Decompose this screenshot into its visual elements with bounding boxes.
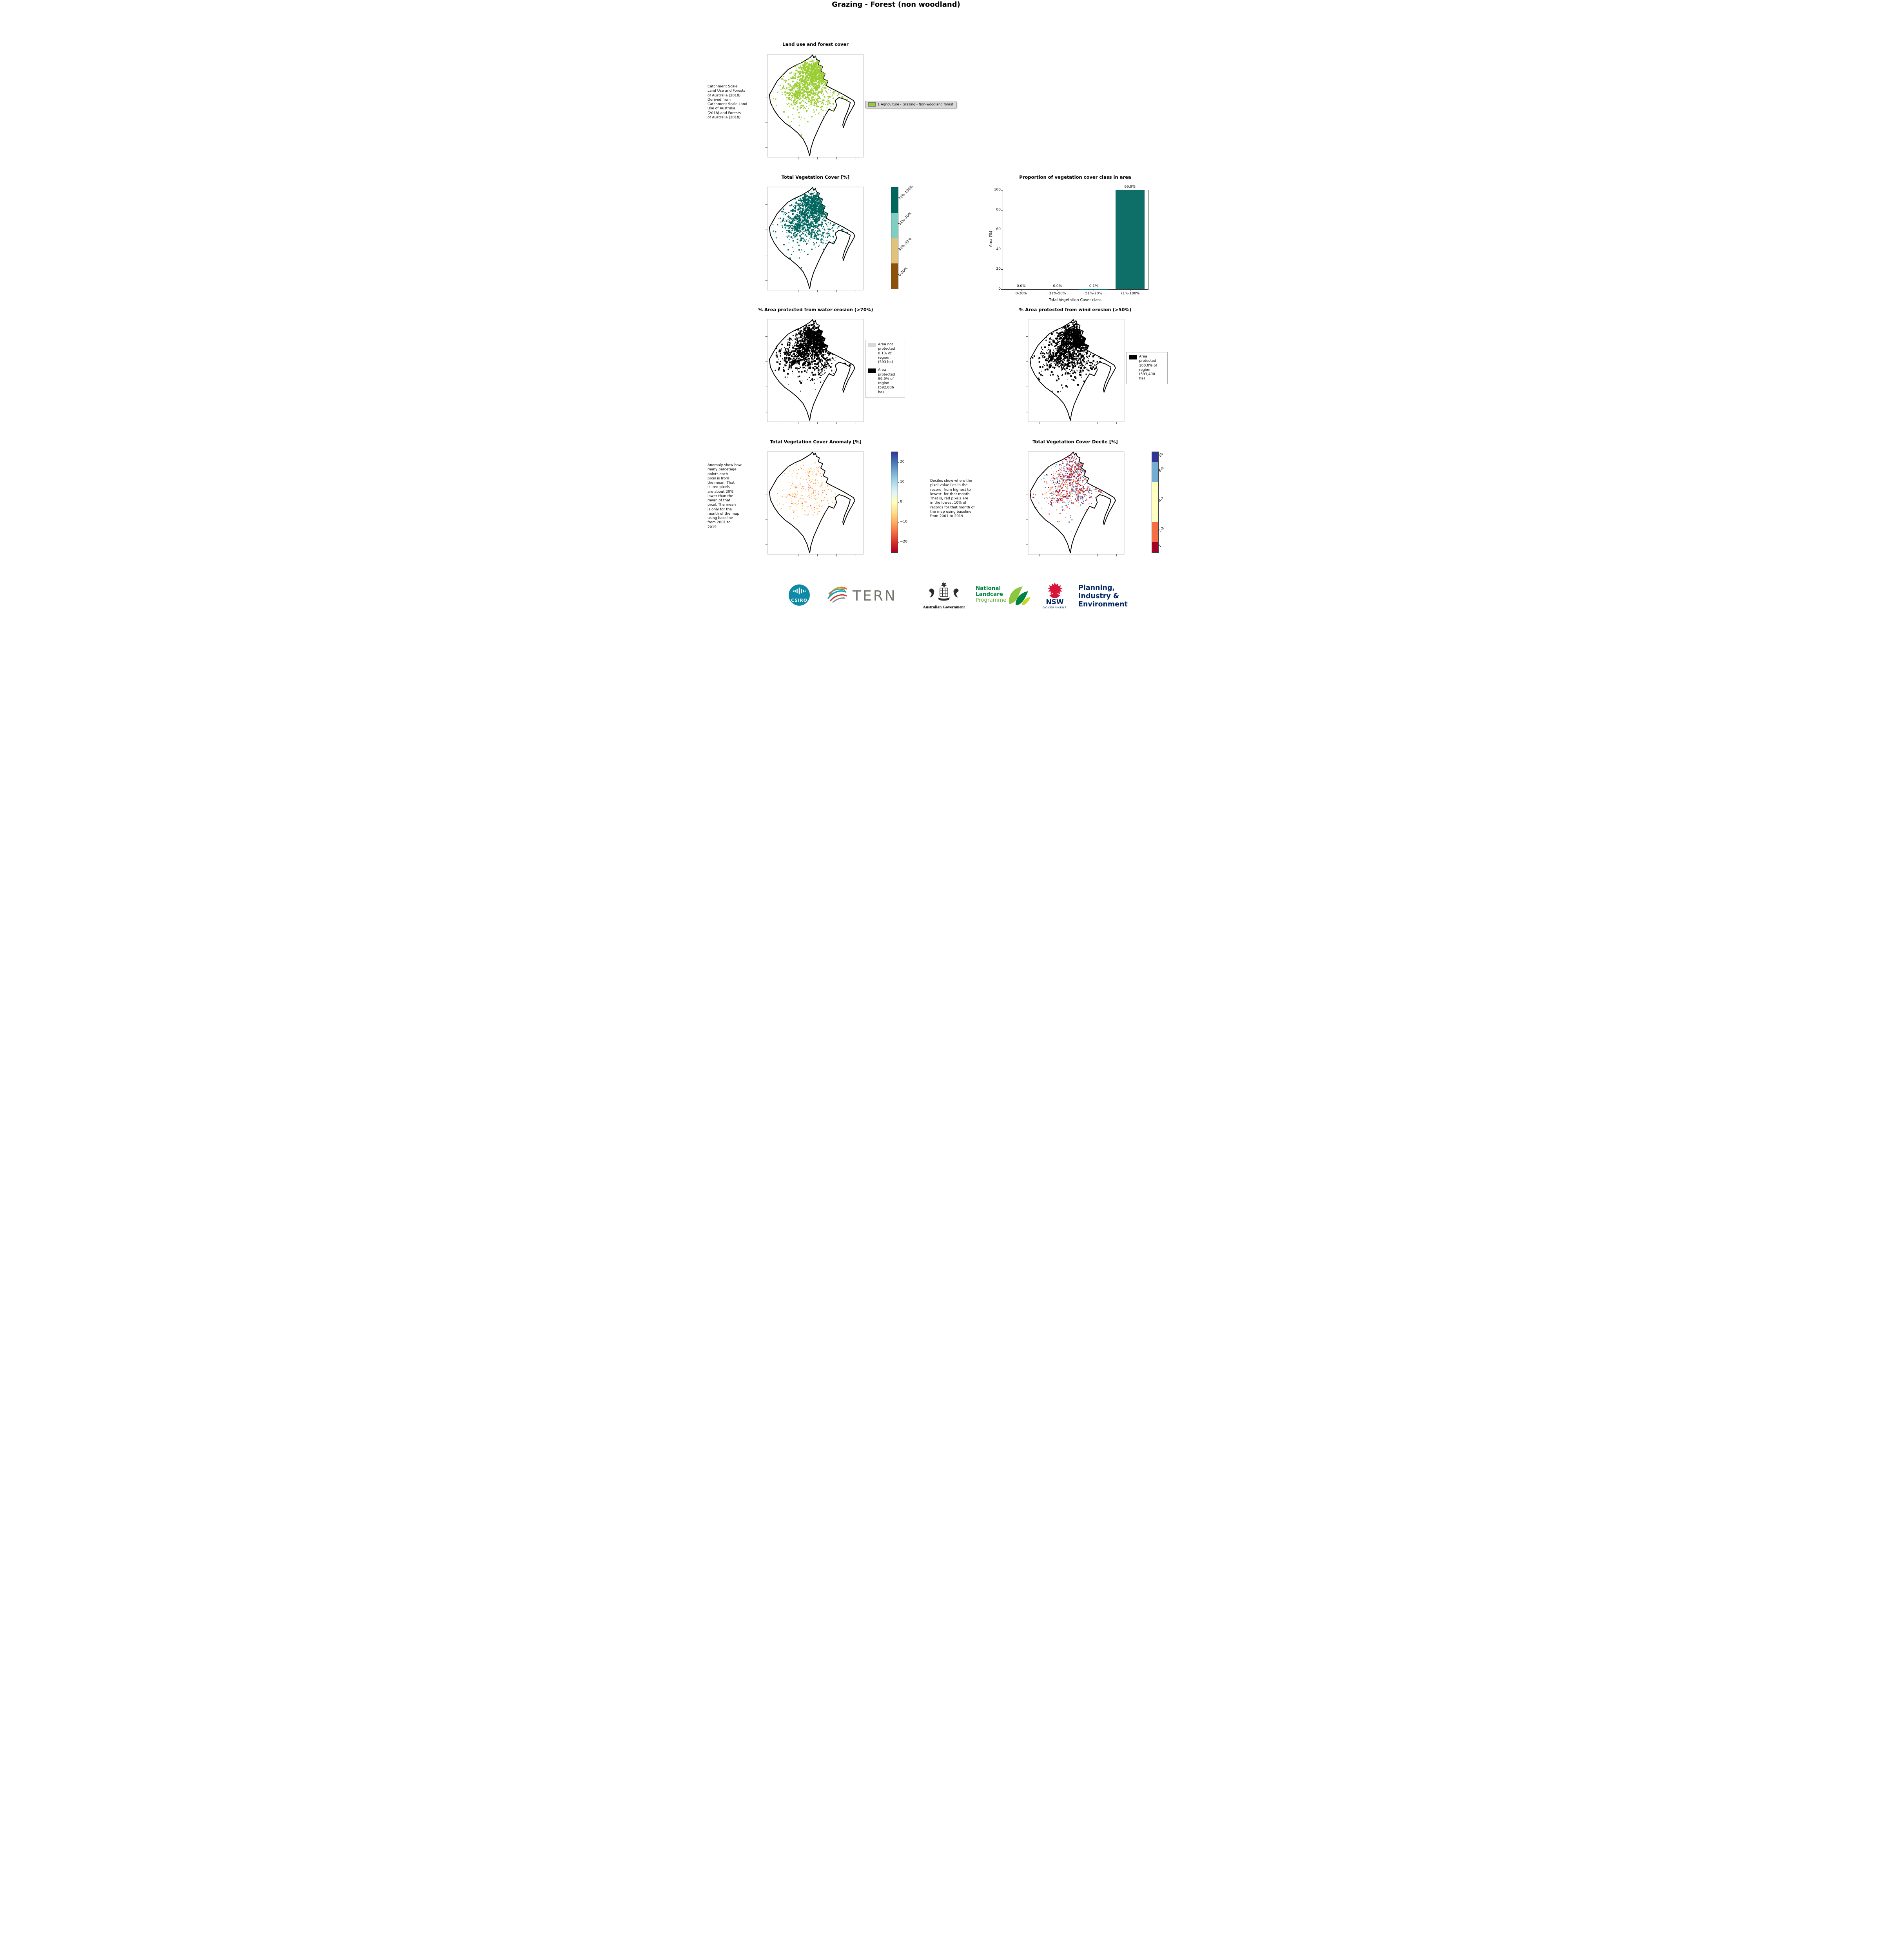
csiro-wave-icon bbox=[793, 587, 806, 595]
landuse-legend: 1 Agriculture - Grazing - Non-woodland f… bbox=[865, 101, 957, 108]
tern-australia-icon bbox=[827, 586, 847, 603]
anomaly-note: Anomaly show how many percetage points e… bbox=[708, 463, 742, 529]
australian-government-wordmark: Australian Government bbox=[923, 605, 965, 610]
landuse-legend-swatch bbox=[868, 102, 876, 107]
decile-panel-title: Total Vegetation Cover Decile [%] bbox=[1032, 439, 1118, 445]
landuse-map bbox=[765, 54, 864, 160]
anomaly-panel-title: Total Vegetation Cover Anomaly [%] bbox=[770, 439, 862, 445]
anomaly-map bbox=[765, 451, 864, 557]
wind-erosion-legend: Area protected 100.0% of region (593,400 ha) bbox=[1126, 352, 1168, 384]
tvc-map bbox=[765, 187, 864, 292]
landcare-wordmark: National Landcare Programme bbox=[976, 585, 1007, 604]
planning-industry-environment-wordmark: Planning, Industry & Environment bbox=[1078, 584, 1128, 609]
bar-chart-plot: 0 20 40 60 80 100 0.0% 0-30% 0.0% 31%-50% 0.1% 51%-… bbox=[994, 185, 1148, 296]
water-panel-title: % Area protected from water erosion (>70… bbox=[758, 307, 873, 312]
tvc-panel-title: Total Vegetation Cover [%] bbox=[781, 174, 850, 180]
landuse-panel-title: Land use and forest cover bbox=[782, 42, 849, 47]
csiro-logo: CSIRO bbox=[789, 584, 810, 606]
decile-note: Deciles show where the pixel value lies … bbox=[930, 479, 975, 518]
landcare-line3: Programme bbox=[976, 597, 1007, 604]
tvc-colorbar: 71%-100% 51%-70% 31%-50% 0-30% bbox=[891, 185, 914, 289]
landcare-line1: National bbox=[976, 585, 1001, 592]
decile-colorbar: 10 8-9 4-7 2-3 1 bbox=[1152, 452, 1165, 553]
tern-wordmark: TERN bbox=[852, 588, 897, 604]
wind-panel-title: % Area protected from wind erosion (>50%… bbox=[1019, 307, 1132, 312]
csiro-wordmark: CSIRO bbox=[791, 598, 807, 603]
nsw-waratah-icon bbox=[1047, 583, 1063, 598]
wind-erosion-map bbox=[1026, 319, 1125, 424]
pie-line2: Industry & bbox=[1078, 592, 1119, 600]
nsw-wordmark: NSW bbox=[1046, 598, 1064, 606]
page-title: Grazing - Forest (non woodland) bbox=[832, 0, 960, 9]
landuse-source-note: Catchment Scale Land Use and Forests of … bbox=[708, 85, 747, 120]
decile-map bbox=[1026, 451, 1125, 557]
pie-line3: Environment bbox=[1078, 601, 1128, 608]
nsw-government-label: GOVERNMENT bbox=[1043, 606, 1067, 609]
landcare-line2: Landcare bbox=[976, 591, 1003, 598]
water-erosion-map bbox=[765, 319, 864, 424]
bar-chart-title: Proportion of vegetation cover class in … bbox=[1019, 174, 1131, 180]
anomaly-colorbar: 20 10 0 −10 −20 bbox=[891, 452, 907, 553]
report-figure: Grazing - Forest (non woodland) Land use… bbox=[707, 0, 1178, 626]
australian-government-crest-icon bbox=[929, 582, 959, 601]
pie-line1: Planning, bbox=[1078, 584, 1115, 592]
footer-logos: CSIRO TERN bbox=[707, 580, 1178, 619]
landuse-legend-label: 1 Agriculture - Grazing - Non-woodland f… bbox=[878, 102, 954, 107]
tern-logo: TERN bbox=[827, 586, 897, 604]
bar-chart-xlabel: Total Vegetation Cover class bbox=[1049, 298, 1101, 302]
water-erosion-legend: Area not protected 0.1% of region (593 ha) Ar… bbox=[865, 340, 905, 397]
landcare-leaves-icon bbox=[1009, 586, 1030, 606]
